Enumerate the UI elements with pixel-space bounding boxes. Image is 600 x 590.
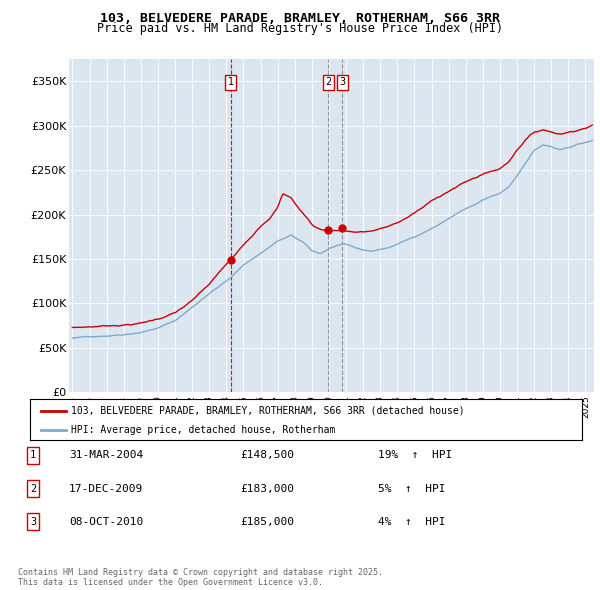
Text: 19%  ↑  HPI: 19% ↑ HPI: [378, 451, 452, 460]
Text: 2: 2: [30, 484, 36, 493]
Text: 08-OCT-2010: 08-OCT-2010: [69, 517, 143, 526]
Text: £148,500: £148,500: [240, 451, 294, 460]
Text: 17-DEC-2009: 17-DEC-2009: [69, 484, 143, 493]
Text: 2: 2: [325, 77, 331, 87]
Text: Contains HM Land Registry data © Crown copyright and database right 2025.
This d: Contains HM Land Registry data © Crown c…: [18, 568, 383, 587]
Text: 31-MAR-2004: 31-MAR-2004: [69, 451, 143, 460]
Text: 3: 3: [30, 517, 36, 526]
Text: £183,000: £183,000: [240, 484, 294, 493]
Text: 103, BELVEDERE PARADE, BRAMLEY, ROTHERHAM, S66 3RR (detached house): 103, BELVEDERE PARADE, BRAMLEY, ROTHERHA…: [71, 406, 465, 416]
Text: 4%  ↑  HPI: 4% ↑ HPI: [378, 517, 445, 526]
Text: HPI: Average price, detached house, Rotherham: HPI: Average price, detached house, Roth…: [71, 425, 336, 434]
Text: Price paid vs. HM Land Registry's House Price Index (HPI): Price paid vs. HM Land Registry's House …: [97, 22, 503, 35]
Text: 5%  ↑  HPI: 5% ↑ HPI: [378, 484, 445, 493]
Text: 1: 1: [227, 77, 233, 87]
Text: 3: 3: [339, 77, 345, 87]
Text: £185,000: £185,000: [240, 517, 294, 526]
Text: 103, BELVEDERE PARADE, BRAMLEY, ROTHERHAM, S66 3RR: 103, BELVEDERE PARADE, BRAMLEY, ROTHERHA…: [100, 12, 500, 25]
Text: 1: 1: [30, 451, 36, 460]
